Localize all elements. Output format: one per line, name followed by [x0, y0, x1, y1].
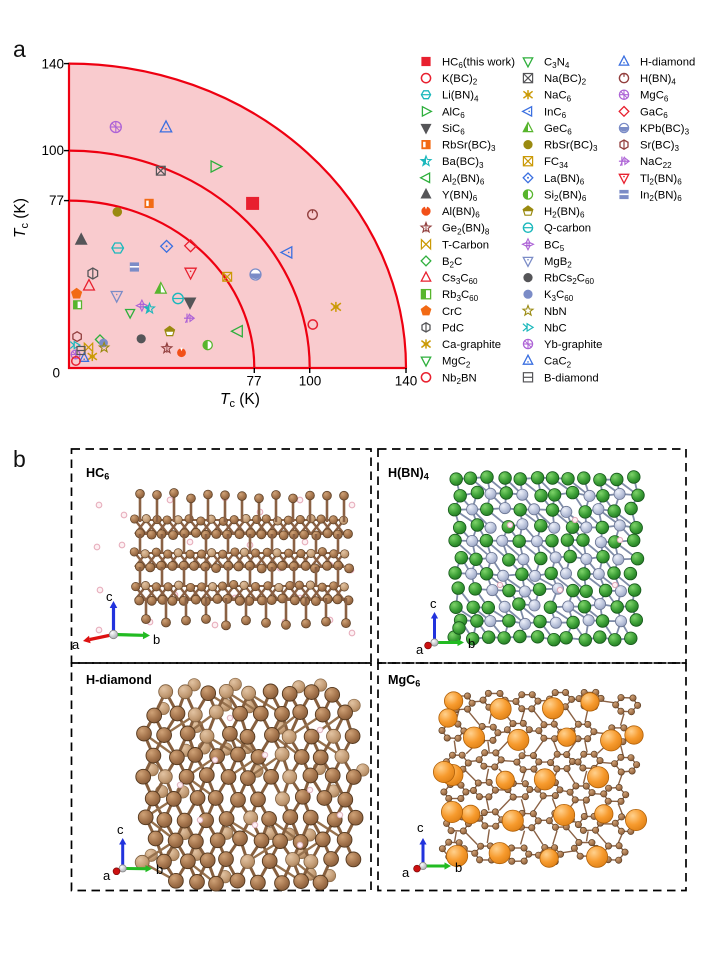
svg-text:140: 140 [41, 56, 64, 71]
svg-text:a: a [402, 865, 410, 880]
svg-text:100: 100 [41, 143, 64, 158]
svg-text:Tl2 (BN)6: Tl2 (BN)6 [640, 173, 682, 187]
svg-text:NbC: NbC [544, 322, 567, 334]
svg-text:H-diamond: H-diamond [640, 57, 695, 69]
svg-text:MgB2: MgB2 [544, 256, 572, 270]
svg-text:a: a [13, 36, 26, 62]
svg-text:K(BC)2: K(BC)2 [442, 73, 478, 87]
svg-text:140: 140 [395, 374, 418, 389]
svg-text:H2 (BN)6: H2 (BN)6 [544, 206, 585, 220]
svg-text:77: 77 [49, 193, 64, 208]
svg-text:B-diamond: B-diamond [544, 372, 599, 384]
svg-text:SiC6: SiC6 [442, 123, 465, 137]
svg-text:100: 100 [299, 374, 322, 389]
svg-text:Rb3 C60: Rb3 C60 [442, 289, 479, 303]
svg-text:Al2 (BN)6: Al2 (BN)6 [442, 173, 485, 187]
svg-text:b: b [455, 860, 462, 875]
svg-text:RbCs2 C60: RbCs2 C60 [544, 273, 594, 287]
svg-text:MgC6: MgC6 [388, 673, 420, 689]
svg-text:C3 N4: C3 N4 [544, 57, 570, 71]
svg-text:b: b [13, 446, 26, 472]
svg-text:b: b [468, 636, 475, 651]
svg-text:La(BN)6: La(BN)6 [544, 173, 585, 187]
svg-text:K3 C60: K3 C60 [544, 289, 574, 303]
svg-text:NaC6: NaC6 [544, 90, 572, 104]
svg-text:GeC6: GeC6 [544, 123, 572, 137]
svg-text:NbN: NbN [544, 306, 567, 318]
svg-text:InC6: InC6 [544, 106, 567, 120]
svg-text:Tc (K): Tc (K) [12, 198, 31, 238]
svg-text:c: c [430, 596, 437, 611]
svg-text:77: 77 [246, 374, 261, 389]
svg-text:Nb2 BN: Nb2 BN [442, 372, 477, 386]
svg-text:T-Carbon: T-Carbon [442, 239, 489, 251]
svg-text:Al(BN)6: Al(BN)6 [442, 206, 480, 220]
svg-text:CrC: CrC [442, 306, 462, 318]
svg-text:c: c [106, 589, 113, 604]
svg-text:RbSr(BC)3: RbSr(BC)3 [544, 140, 598, 154]
svg-text:Y(BN)6: Y(BN)6 [442, 190, 478, 204]
svg-text:HC6: HC6 [86, 466, 109, 482]
svg-text:AlC6: AlC6 [442, 106, 465, 120]
svg-text:KPb(BC)3: KPb(BC)3 [640, 123, 690, 137]
svg-text:CaC2: CaC2 [544, 356, 572, 370]
svg-text:H(BN)4: H(BN)4 [640, 73, 676, 87]
svg-text:Ba(BC)3: Ba(BC)3 [442, 156, 484, 170]
svg-text:Na(BC)2: Na(BC)2 [544, 73, 587, 87]
svg-text:Si2 (BN)6: Si2 (BN)6 [544, 190, 587, 204]
svg-text:FC34: FC34 [544, 156, 569, 170]
svg-text:Li(BN)4: Li(BN)4 [442, 90, 479, 104]
svg-text:c: c [417, 820, 424, 835]
svg-text:H(BN)4: H(BN)4 [388, 466, 430, 482]
svg-text:Tc (K): Tc (K) [220, 391, 260, 410]
svg-text:PdC: PdC [442, 322, 464, 334]
svg-text:BC5: BC5 [544, 239, 565, 253]
svg-text:b: b [153, 632, 160, 647]
svg-text:a: a [72, 637, 80, 652]
svg-text:b: b [156, 862, 163, 877]
svg-text:Ge2 (BN)8: Ge2 (BN)8 [442, 223, 490, 237]
svg-text:Yb-graphite: Yb-graphite [544, 339, 602, 351]
svg-text:HC6 (this work): HC6 (this work) [442, 57, 515, 71]
svg-text:a: a [103, 868, 111, 883]
svg-text:RbSr(BC)3: RbSr(BC)3 [442, 140, 496, 154]
svg-text:a: a [416, 642, 424, 657]
svg-text:In2 (BN)6: In2 (BN)6 [640, 190, 682, 204]
svg-text:B2 C: B2 C [442, 256, 462, 270]
svg-text:Ca-graphite: Ca-graphite [442, 339, 501, 351]
svg-text:H-diamond: H-diamond [86, 673, 152, 687]
svg-text:c: c [117, 822, 124, 837]
svg-text:MgC6: MgC6 [640, 90, 669, 104]
svg-text:GaC6: GaC6 [640, 106, 668, 120]
svg-text:Cs3 C60: Cs3 C60 [442, 273, 478, 287]
svg-text:MgC2: MgC2 [442, 356, 471, 370]
svg-text:Q-carbon: Q-carbon [544, 223, 591, 235]
svg-text:NaC22: NaC22 [640, 156, 672, 170]
svg-text:Sr(BC)3: Sr(BC)3 [640, 140, 680, 154]
svg-text:0: 0 [52, 366, 60, 381]
